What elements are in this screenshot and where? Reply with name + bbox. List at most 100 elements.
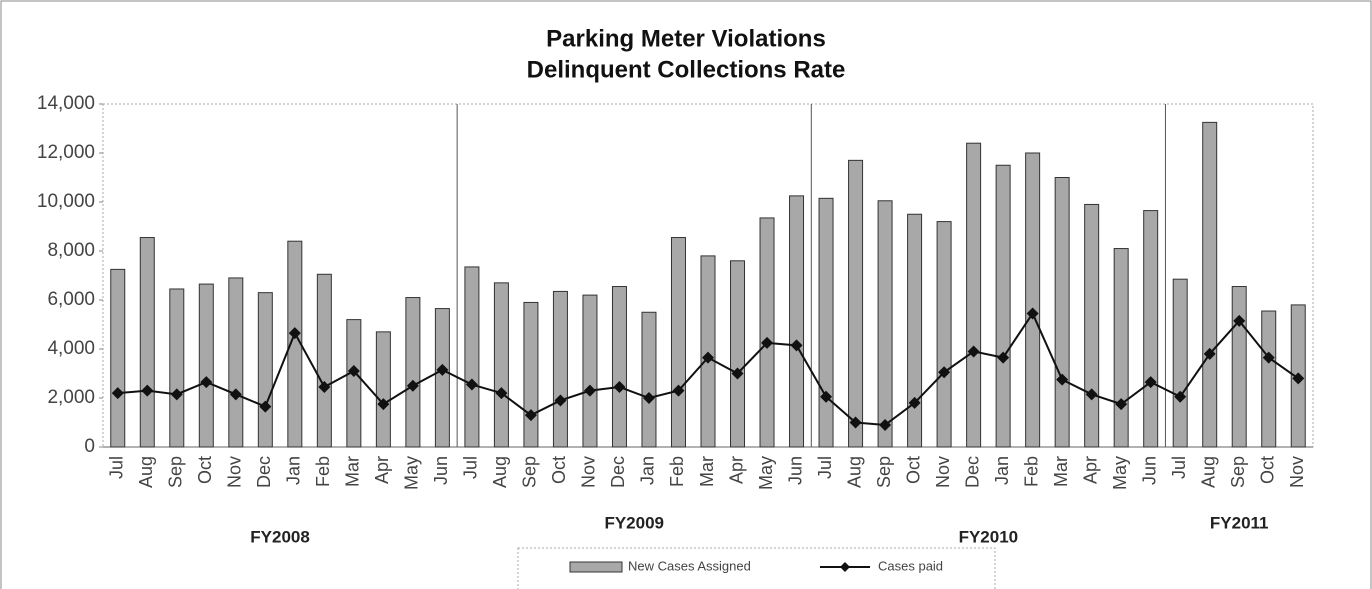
bar	[907, 213, 923, 448]
bar	[405, 297, 421, 448]
bar	[139, 237, 155, 448]
bar	[1054, 177, 1070, 448]
group-label: FY2011	[1210, 513, 1269, 532]
point	[672, 384, 685, 397]
point	[583, 384, 596, 397]
bar	[818, 197, 834, 448]
x-tick-label: Dec	[962, 456, 982, 488]
bar	[1084, 203, 1100, 448]
bar	[434, 308, 450, 448]
point	[967, 345, 980, 358]
x-tick-label: Sep	[874, 456, 894, 488]
x-tick-label: Oct	[195, 456, 215, 484]
point	[1292, 372, 1305, 385]
point	[200, 376, 213, 389]
x-tick-label: Jan	[638, 456, 658, 485]
bar	[316, 273, 332, 448]
bar	[110, 268, 126, 448]
bar	[759, 217, 775, 448]
point	[1203, 347, 1216, 360]
point	[1115, 398, 1128, 411]
x-tick-label: Jan	[284, 456, 304, 485]
bar	[611, 286, 627, 448]
point	[406, 379, 419, 392]
x-tick-label: Nov	[579, 456, 599, 488]
point	[938, 366, 951, 379]
legend-label: New Cases Assigned	[628, 558, 751, 573]
y-tick-label: 8,000	[47, 240, 95, 261]
x-tick-label: Nov	[225, 456, 245, 488]
x-tick-label: Aug	[136, 456, 156, 488]
x-tick-label: Apr	[372, 456, 392, 484]
x-tick-label: Oct	[1257, 456, 1277, 484]
point	[141, 384, 154, 397]
x-tick-label: Dec	[608, 456, 628, 488]
bar	[1202, 121, 1218, 448]
x-tick-label: Jun	[1139, 456, 1159, 485]
point	[1174, 390, 1187, 403]
y-tick-label: 14,000	[37, 93, 95, 114]
x-tick-label: Nov	[1287, 456, 1307, 488]
legend-marker	[840, 562, 850, 572]
bar	[523, 301, 539, 448]
bar	[966, 142, 982, 448]
bar	[375, 331, 391, 448]
bar	[1143, 210, 1159, 448]
x-tick-label: Jan	[992, 456, 1012, 485]
bar	[936, 221, 952, 448]
y-tick-label: 12,000	[37, 142, 95, 163]
point	[790, 339, 803, 352]
point	[849, 416, 862, 429]
x-tick-label: Sep	[1228, 456, 1248, 488]
x-tick-label: Oct	[549, 456, 569, 484]
bar	[1172, 278, 1188, 448]
point	[288, 327, 301, 340]
point	[820, 390, 833, 403]
point	[1056, 373, 1069, 386]
point	[377, 398, 390, 411]
point	[1026, 307, 1039, 320]
x-tick-label: May	[756, 456, 776, 490]
y-tick-label: 10,000	[37, 191, 95, 212]
x-tick-label: Sep	[166, 456, 186, 488]
legend-swatch	[569, 561, 623, 573]
point	[761, 336, 774, 349]
bar	[995, 164, 1011, 448]
bar	[582, 294, 598, 448]
point	[1233, 314, 1246, 327]
point	[613, 380, 626, 393]
bar	[1231, 286, 1247, 448]
x-tick-label: May	[402, 456, 422, 490]
x-tick-label: Jul	[107, 456, 127, 479]
point	[347, 365, 360, 378]
point	[554, 394, 567, 407]
x-tick-label: Feb	[1021, 456, 1041, 487]
point	[318, 380, 331, 393]
bar	[346, 319, 362, 448]
y-tick-label: 4,000	[47, 338, 95, 359]
x-tick-label: Mar	[1051, 456, 1071, 487]
point	[642, 392, 655, 404]
point	[1144, 376, 1157, 389]
bar	[464, 266, 480, 448]
point	[1085, 388, 1098, 401]
group-label: FY2009	[604, 513, 664, 532]
y-tick-label: 0	[84, 436, 95, 457]
x-tick-label: Apr	[726, 456, 746, 484]
bar	[493, 282, 509, 448]
group-label: FY2008	[250, 527, 310, 546]
bar	[670, 237, 686, 448]
x-tick-label: Apr	[1080, 456, 1100, 484]
point	[465, 378, 478, 391]
legend-label: Cases paid	[878, 558, 943, 573]
bar	[700, 255, 716, 448]
bar	[730, 260, 746, 448]
bar	[169, 288, 185, 448]
point	[229, 388, 242, 401]
point	[1262, 351, 1275, 364]
point	[495, 387, 508, 400]
x-tick-label: Mar	[343, 456, 363, 487]
bar	[848, 159, 864, 448]
